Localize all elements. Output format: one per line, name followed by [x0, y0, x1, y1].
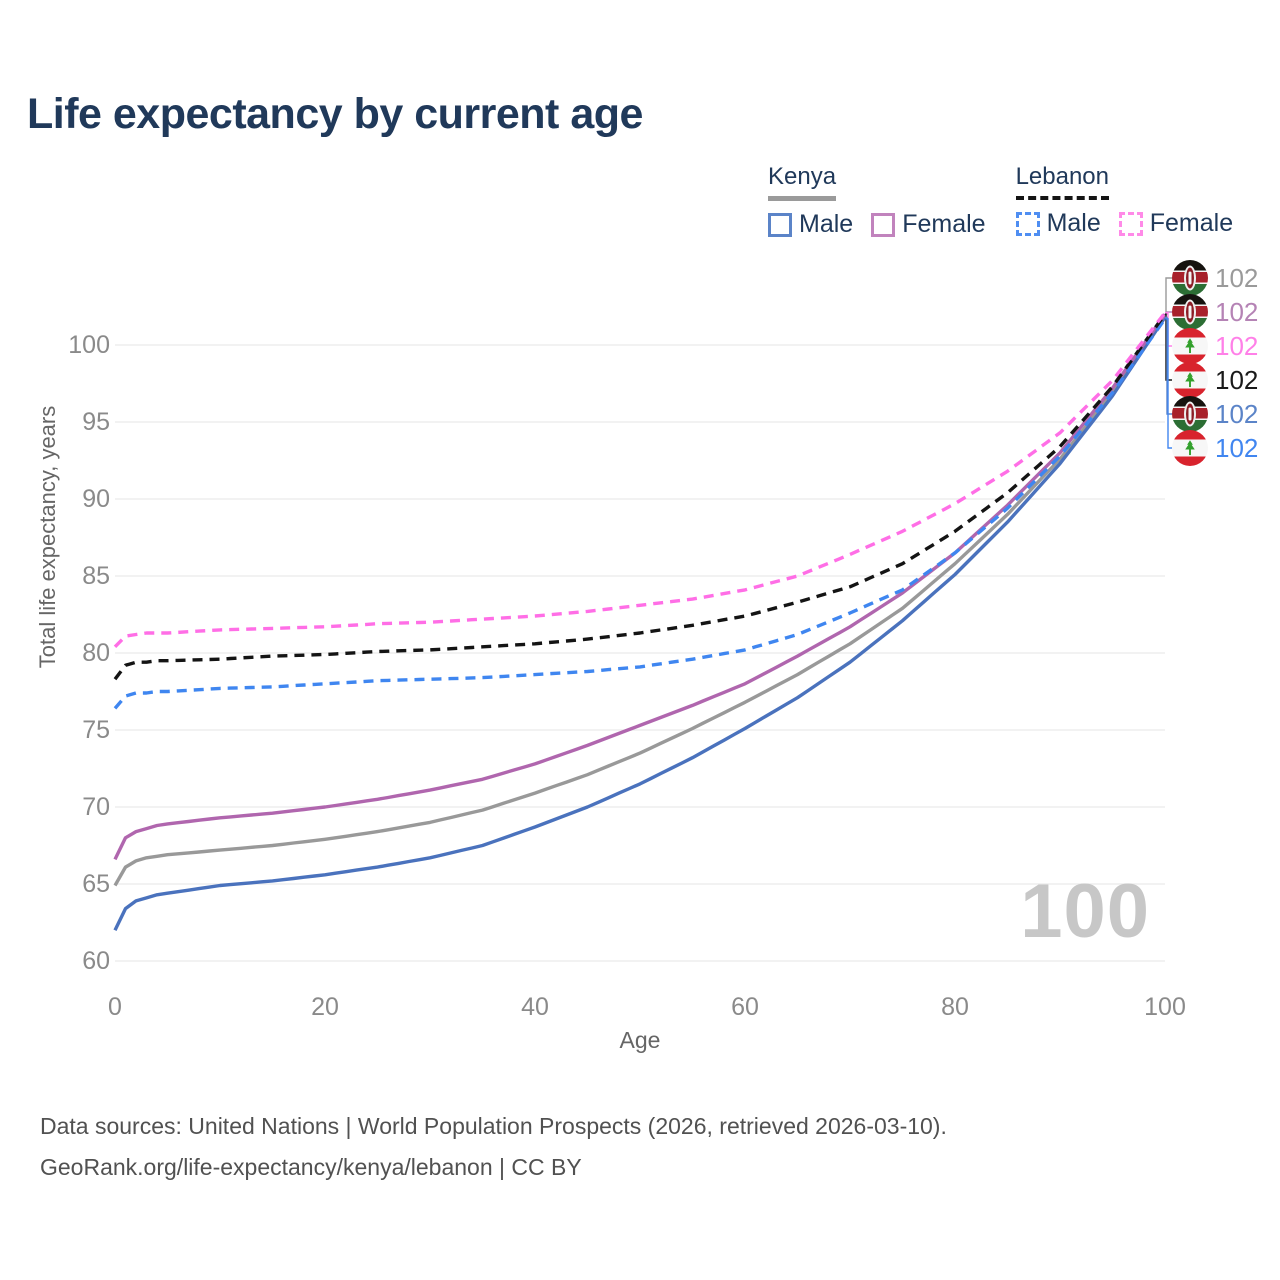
y-tick-label: 85	[82, 562, 110, 590]
series-line-kenya-female	[113, 313, 1167, 861]
x-tick-label: 40	[521, 993, 549, 1021]
footer: Data sources: United Nations | World Pop…	[40, 1106, 947, 1188]
leader-line	[1165, 277, 1172, 317]
x-tick-label: 100	[1144, 993, 1186, 1021]
end-label-lebanon-female: 102	[1172, 328, 1258, 364]
legend-item-label: Male	[799, 210, 854, 238]
lebanon-female-line-swatch-icon	[1118, 211, 1143, 236]
end-label-kenya-both-sexes: 102	[1172, 260, 1258, 296]
legend-item-kenya-male[interactable]: Male	[768, 210, 853, 239]
lebanon-flag-icon	[1172, 328, 1208, 364]
end-label-value: 102	[1215, 296, 1259, 327]
series-line-lebanon-male	[113, 317, 1167, 710]
x-tick-label: 60	[731, 993, 759, 1021]
y-tick-label: 95	[82, 408, 110, 436]
series-line-lebanon-both-sexes	[113, 313, 1167, 681]
legend-item-lebanon-male[interactable]: Male	[1015, 209, 1101, 238]
y-tick-label: 80	[82, 639, 110, 667]
legend-group-lebanon: Lebanon Male Female	[1015, 163, 1234, 239]
x-tick-label: 20	[311, 993, 339, 1021]
end-label-lebanon-male: 102	[1172, 430, 1258, 466]
legend-country-lebanon: Lebanon	[1015, 163, 1109, 200]
lebanon-flag-icon	[1172, 362, 1208, 398]
legend-item-lebanon-female[interactable]: Female	[1118, 209, 1234, 238]
legend-country-kenya: Kenya	[768, 163, 837, 201]
kenya-flag-icon	[1172, 260, 1208, 296]
x-axis-title: Age	[619, 1027, 661, 1053]
page-title: Life expectancy by current age	[27, 90, 643, 138]
kenya-female-line-swatch-icon	[871, 212, 896, 237]
y-tick-label: 90	[82, 485, 110, 513]
end-label-lebanon-both-sexes: 102	[1172, 362, 1258, 398]
series-line-kenya-both-sexes	[113, 314, 1167, 887]
x-tick-label: 80	[941, 993, 969, 1021]
footer-data-sources: Data sources: United Nations | World Pop…	[40, 1113, 947, 1139]
end-label-value: 102	[1215, 330, 1259, 361]
end-label-value: 102	[1215, 398, 1259, 429]
legend-item-label: Female	[902, 210, 986, 238]
legend-group-kenya: Kenya Male Female	[768, 163, 986, 239]
y-axis-title: Total life expectancy, years	[35, 405, 60, 669]
lebanon-flag-icon	[1172, 430, 1208, 466]
legend-row-lebanon: Male Female	[1015, 209, 1234, 238]
legend: Kenya Male Female Lebanon Male	[768, 163, 1233, 239]
lebanon-male-line-swatch-icon	[1015, 211, 1040, 236]
legend-item-kenya-female[interactable]: Female	[871, 210, 986, 239]
end-label-value: 102	[1215, 262, 1259, 293]
leader-line	[1165, 313, 1172, 381]
kenya-male-line-swatch-icon	[768, 212, 792, 237]
end-label-kenya-female: 102	[1172, 294, 1258, 330]
kenya-flag-icon	[1172, 294, 1208, 330]
leader-line	[1165, 316, 1172, 415]
legend-row-kenya: Male Female	[768, 210, 986, 239]
kenya-flag-icon	[1172, 396, 1208, 432]
y-tick-label: 65	[82, 870, 110, 898]
y-tick-label: 60	[82, 947, 110, 975]
leader-line	[1165, 318, 1172, 449]
footer-attribution: GeoRank.org/life-expectancy/kenya/lebano…	[40, 1154, 582, 1180]
y-tick-label: 100	[68, 331, 110, 359]
end-label-value: 102	[1215, 364, 1259, 395]
y-tick-label: 70	[82, 793, 110, 821]
x-tick-label: 0	[108, 993, 122, 1021]
age-counter-watermark: 100	[1020, 869, 1150, 954]
end-label-value: 102	[1215, 432, 1259, 463]
end-label-kenya-male: 102	[1172, 396, 1258, 432]
y-tick-label: 75	[82, 716, 110, 744]
series-line-kenya-male	[113, 316, 1167, 931]
legend-item-label: Male	[1046, 209, 1101, 237]
legend-item-label: Female	[1149, 209, 1234, 237]
series-line-lebanon-female	[113, 311, 1167, 648]
